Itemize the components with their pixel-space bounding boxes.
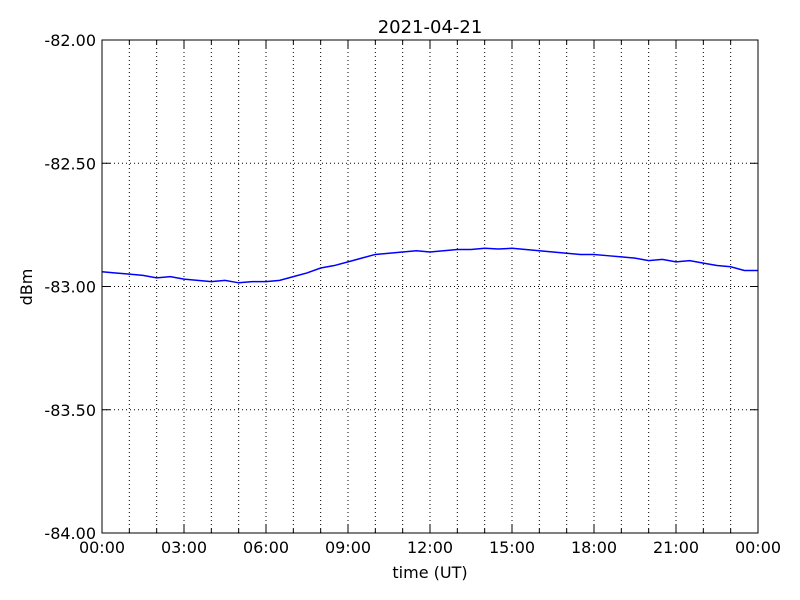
x-tick-label: 00:00 (735, 538, 781, 557)
x-tick-label: 00:00 (79, 538, 125, 557)
y-tick-label: -83.00 (44, 278, 96, 297)
x-axis-label: time (UT) (392, 563, 467, 582)
x-tick-label: 09:00 (325, 538, 371, 557)
y-tick-label: -83.50 (44, 401, 96, 420)
y-axis-label: dBm (17, 269, 36, 306)
x-tick-label: 15:00 (489, 538, 535, 557)
data-line (101, 247, 758, 284)
x-tick-label: 21:00 (653, 538, 699, 557)
x-tick-label: 18:00 (571, 538, 617, 557)
y-tick-label: -82.00 (44, 31, 96, 50)
x-tick-label: 12:00 (407, 538, 453, 557)
y-tick-label: -82.50 (44, 154, 96, 173)
x-tick-label: 06:00 (243, 538, 289, 557)
x-tick-label: 03:00 (161, 538, 207, 557)
y-tick-label: -84.00 (44, 524, 96, 543)
plot-frame (101, 39, 759, 534)
chart-title: 2021-04-21 (378, 17, 483, 38)
